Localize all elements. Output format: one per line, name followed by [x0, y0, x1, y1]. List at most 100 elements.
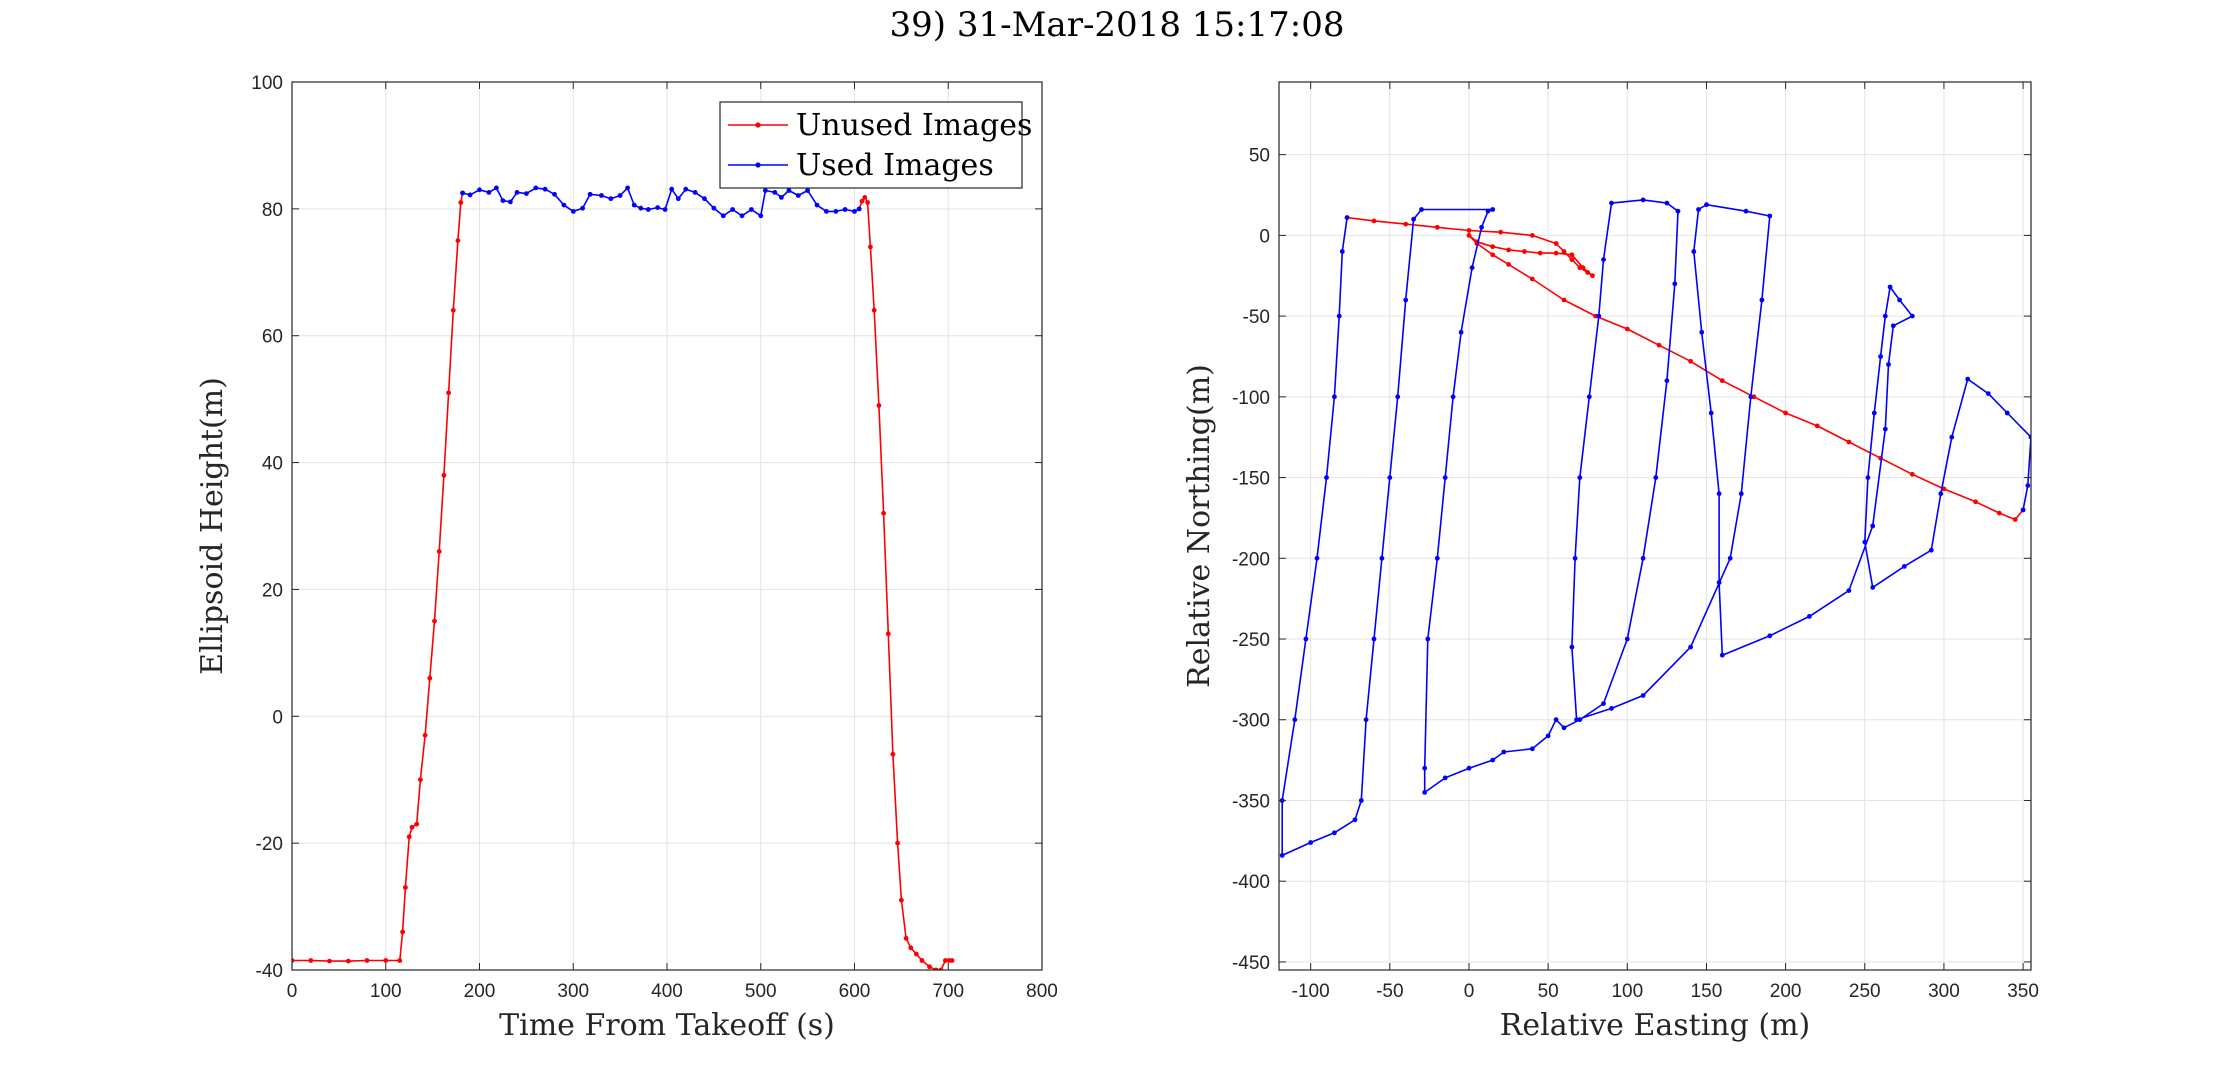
unused-images-point: [1506, 247, 1511, 253]
used-images-point: [833, 209, 839, 214]
unused-images-point: [364, 958, 370, 963]
unused-images-point: [1434, 224, 1440, 230]
used-images-point: [1577, 475, 1583, 480]
used-images-point: [814, 202, 820, 208]
y-tick-label: 100: [251, 73, 283, 94]
used-images-point: [1469, 265, 1475, 271]
used-images-point: [1422, 765, 1428, 771]
y-tick-label: -350: [1232, 791, 1270, 812]
used-images-point: [533, 185, 539, 191]
x-tick-label: 700: [932, 981, 964, 1002]
height-vs-time-plot: 0 100 200 300 400 500 600 700 800 -40 -20 0 20 40 60 80…: [195, 73, 1058, 1043]
used-images-point: [1601, 701, 1606, 706]
used-images-point: [1395, 394, 1401, 400]
used-images-point: [1901, 564, 1907, 569]
unused-images-point: [1585, 270, 1591, 275]
used-images-point: [1450, 394, 1456, 400]
used-images-point: [494, 185, 499, 191]
unused-images-point: [1490, 244, 1496, 250]
used-images-point: [1308, 840, 1314, 845]
unused-images-point: [876, 403, 882, 408]
used-images-point: [1419, 207, 1424, 212]
y-tick-label: 0: [272, 707, 283, 728]
y-tick-label: -200: [1232, 549, 1270, 570]
unused-images-point: [862, 195, 868, 200]
used-images-point: [1545, 733, 1551, 739]
x-tick-label: -50: [1376, 981, 1403, 1002]
unused-images-point: [308, 958, 314, 963]
used-images-point: [580, 205, 585, 211]
unused-images-point: [432, 618, 437, 624]
used-images-point: [1675, 208, 1681, 214]
x-tick-label: 0: [287, 981, 298, 1002]
used-images-point: [587, 191, 593, 197]
used-images-point: [524, 191, 529, 197]
unused-images-point: [2012, 517, 2018, 522]
y-tick-label: -150: [1232, 469, 1270, 490]
used-images-point: [655, 205, 660, 211]
unused-images-point: [327, 958, 332, 964]
used-images-point: [1886, 362, 1891, 367]
used-images-point: [1743, 208, 1749, 214]
used-images-point: [1601, 257, 1606, 262]
unused-images-point: [1814, 423, 1820, 429]
used-images-point: [1897, 297, 1902, 303]
x-tick-label: 300: [1928, 981, 1960, 1002]
used-images-point: [1490, 757, 1496, 763]
unused-images-line: [858, 196, 952, 970]
y-tick-label: 40: [262, 454, 283, 475]
used-images-point: [1759, 297, 1765, 303]
used-images-point: [1332, 830, 1337, 836]
figure-title: 39) 31-Mar-2018 15:17:08: [890, 5, 1345, 45]
unused-images-point: [418, 777, 423, 783]
unused-images-point: [441, 472, 447, 478]
used-images-point: [1339, 249, 1345, 254]
unused-images-point: [455, 238, 461, 244]
used-images-point: [702, 196, 707, 202]
used-images-point: [1609, 200, 1614, 206]
used-images-point: [1807, 614, 1812, 619]
unused-images-point: [1529, 276, 1535, 282]
unused-images-point: [1553, 241, 1559, 246]
used-images-point: [692, 190, 698, 195]
used-images-point: [1640, 197, 1646, 203]
unused-images-point: [1490, 252, 1496, 258]
x-tick-label: -100: [1292, 981, 1330, 1002]
y-tick-label: 50: [1249, 146, 1270, 167]
axes-frame: [1278, 81, 2032, 971]
used-images-point: [675, 196, 681, 202]
used-images-point: [486, 190, 492, 195]
used-images-point: [2004, 410, 2010, 416]
unused-images-point: [908, 945, 914, 951]
unused-images-point: [450, 307, 456, 313]
unused-images-point: [949, 958, 955, 963]
used-images-point: [1890, 323, 1896, 329]
used-images-point: [617, 193, 623, 198]
unused-images-point: [1569, 252, 1575, 258]
x-tick-label: 200: [1770, 981, 1802, 1002]
used-images-point: [1653, 475, 1659, 480]
unused-images-point: [1466, 233, 1472, 238]
unused-images-point: [1580, 265, 1586, 271]
unused-images-point: [919, 958, 925, 963]
legend-label: Used Images: [796, 148, 994, 183]
unused-images-point: [1561, 249, 1567, 254]
used-images-point: [1870, 523, 1876, 529]
unused-images-point: [1590, 273, 1595, 279]
unused-images-point: [1529, 233, 1535, 238]
used-images-point: [1878, 354, 1883, 359]
used-images-point: [1767, 213, 1773, 219]
used-images-point: [669, 186, 675, 192]
used-images-point: [1949, 434, 1955, 440]
used-images-point: [1490, 207, 1496, 212]
unused-images-point: [458, 200, 464, 205]
unused-images-point: [1688, 358, 1693, 364]
unused-images-point: [899, 897, 904, 903]
used-images-point: [599, 193, 604, 198]
used-images-point: [1985, 391, 1991, 396]
used-images-point: [1609, 706, 1614, 711]
used-images-point: [711, 205, 717, 211]
used-images-point: [1529, 746, 1535, 752]
used-images-point: [1719, 652, 1725, 658]
